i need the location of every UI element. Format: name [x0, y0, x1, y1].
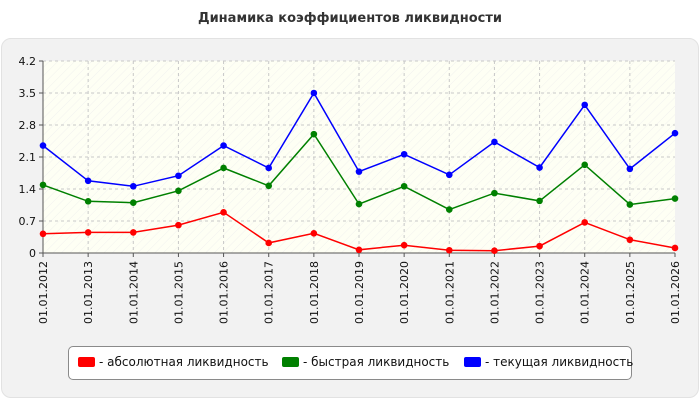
data-point-absolute — [491, 247, 498, 255]
legend-swatch-quick — [282, 357, 299, 367]
data-point-quick — [626, 201, 634, 208]
data-point-quick — [445, 206, 453, 213]
legend-label-quick: - быстрая ликвидность — [303, 355, 450, 369]
data-point-absolute — [310, 230, 318, 237]
data-point-current — [39, 142, 47, 149]
data-point-absolute — [265, 239, 273, 247]
y-tick-label: 2.1 — [19, 151, 37, 164]
data-point-quick — [39, 181, 47, 189]
data-point-quick — [400, 182, 408, 190]
data-point-quick — [265, 182, 273, 190]
x-tick-label: 01.01.2024 — [579, 261, 592, 324]
data-point-current — [355, 168, 363, 175]
data-point-current — [491, 138, 498, 146]
x-tick-label: 01.01.2019 — [353, 261, 366, 324]
x-tick-label: 01.01.2026 — [669, 261, 682, 324]
x-tick-label: 01.01.2015 — [172, 261, 185, 324]
x-tick-label: 01.01.2018 — [308, 261, 321, 324]
data-point-absolute — [445, 246, 453, 254]
data-point-absolute — [129, 229, 137, 236]
y-tick-label: 0 — [29, 247, 36, 260]
data-point-quick — [355, 200, 363, 208]
chart-title: Динамика коэффициентов ликвидности — [198, 11, 502, 26]
x-tick-label: 01.01.2012 — [37, 261, 50, 324]
data-point-quick — [491, 189, 498, 197]
x-tick-label: 01.01.2021 — [443, 261, 456, 324]
data-point-absolute — [626, 236, 634, 244]
data-point-current — [129, 182, 137, 190]
data-point-quick — [581, 161, 589, 169]
data-point-quick — [220, 164, 227, 172]
data-point-absolute — [84, 229, 92, 236]
data-point-absolute — [175, 221, 182, 229]
data-point-current — [84, 177, 92, 185]
x-tick-label: 01.01.2017 — [263, 261, 276, 324]
data-point-absolute — [39, 230, 47, 238]
x-tick-label: 01.01.2025 — [624, 261, 637, 324]
x-tick-label: 01.01.2013 — [82, 261, 95, 324]
legend-swatch-absolute — [78, 357, 95, 367]
data-point-current — [175, 172, 182, 180]
legend-item-quick: - быстрая ликвидность — [282, 355, 449, 369]
x-tick-label: 01.01.2023 — [534, 261, 547, 324]
legend-label-absolute: - абсолютная ликвидность — [99, 355, 269, 369]
data-point-current — [400, 150, 408, 158]
y-tick-label: 3.5 — [19, 87, 37, 100]
data-point-current — [536, 164, 543, 171]
data-point-absolute — [355, 246, 363, 254]
legend-item-absolute: - абсолютная ликвидность — [78, 355, 269, 369]
data-point-absolute — [400, 241, 408, 249]
data-point-quick — [671, 195, 679, 202]
data-point-quick — [536, 197, 543, 205]
x-tick-label: 01.01.2016 — [218, 261, 231, 324]
data-point-absolute — [220, 209, 227, 216]
legend-item-current: - текущая ликвидность — [464, 355, 633, 369]
data-point-current — [671, 129, 679, 137]
x-tick-label: 01.01.2022 — [488, 261, 501, 324]
data-point-current — [626, 165, 634, 173]
y-tick-label: 1.4 — [19, 183, 37, 196]
y-tick-label: 0.7 — [19, 215, 37, 228]
data-point-current — [581, 101, 589, 109]
data-point-quick — [84, 198, 92, 205]
y-tick-label: 4.2 — [19, 55, 37, 68]
data-point-absolute — [671, 244, 679, 252]
y-tick-label: 2.8 — [19, 119, 37, 132]
data-point-current — [220, 142, 227, 149]
data-point-current — [265, 164, 273, 172]
data-point-quick — [175, 187, 182, 195]
legend: - абсолютная ликвидность - быстрая ликви… — [68, 346, 633, 380]
legend-swatch-current — [464, 357, 481, 367]
data-point-current — [445, 171, 453, 179]
data-point-absolute — [581, 219, 589, 226]
data-point-absolute — [536, 242, 543, 250]
data-point-quick — [310, 130, 318, 138]
x-tick-label: 01.01.2014 — [127, 261, 140, 324]
data-point-current — [310, 89, 318, 97]
data-point-quick — [129, 199, 137, 207]
legend-label-current: - текущая ликвидность — [485, 355, 634, 369]
x-tick-label: 01.01.2020 — [398, 261, 411, 324]
